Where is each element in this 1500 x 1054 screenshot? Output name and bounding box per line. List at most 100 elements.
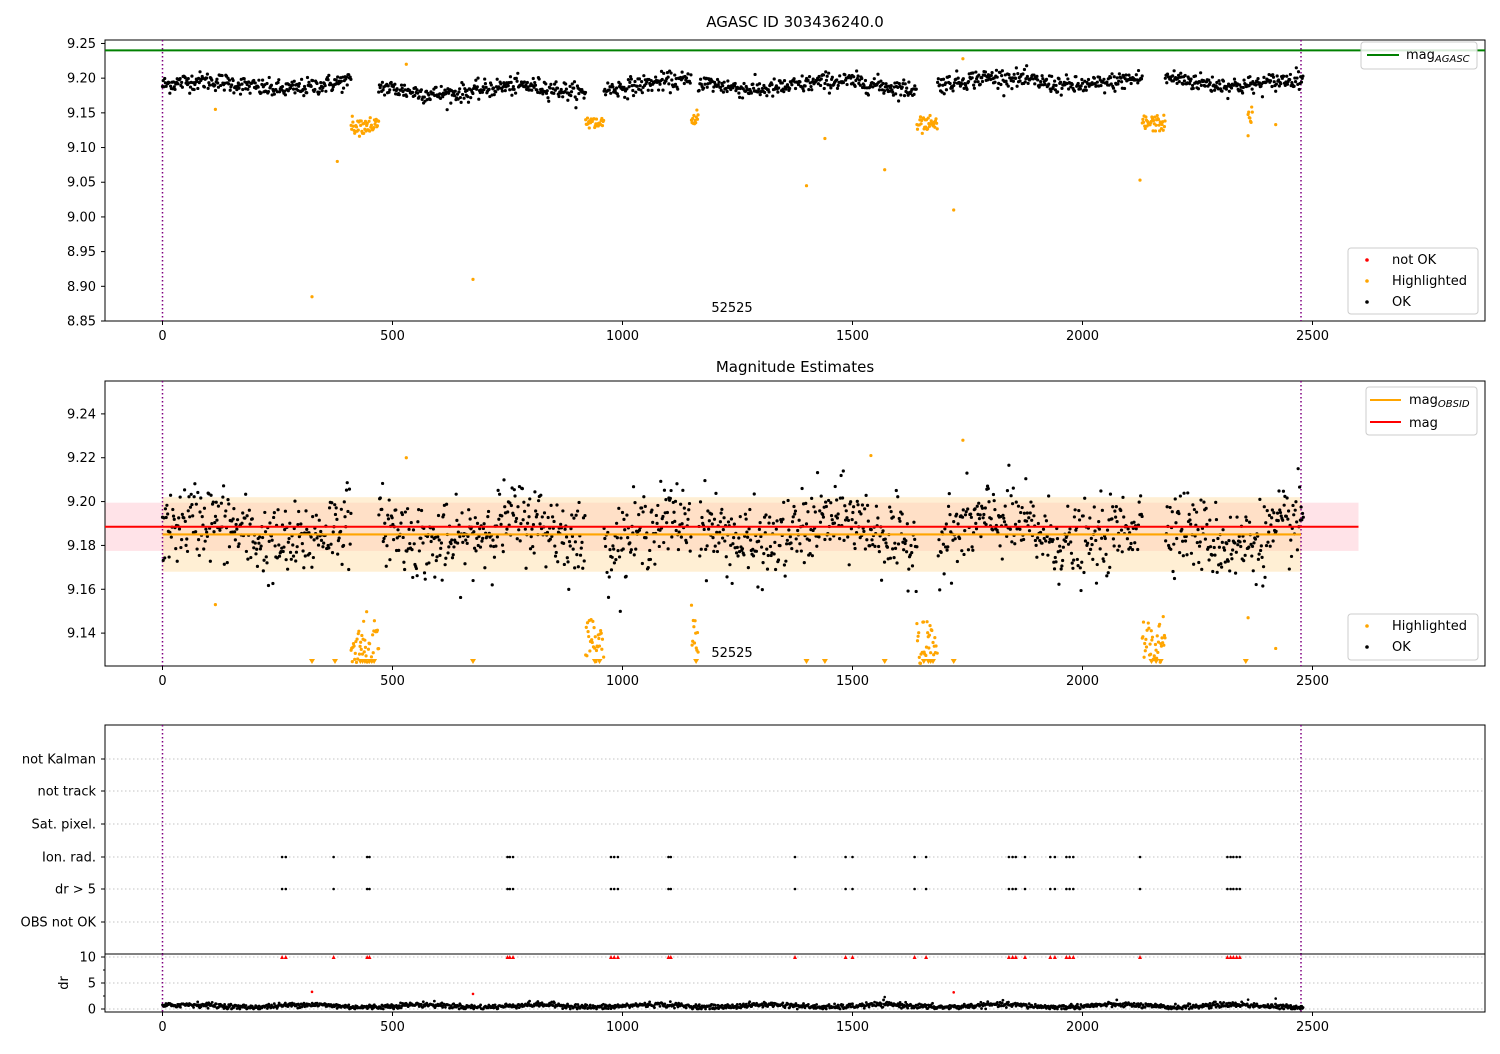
ok-point <box>562 542 565 545</box>
ok-point <box>310 85 313 88</box>
ok-point <box>948 492 951 495</box>
ok-point <box>457 90 460 93</box>
dr-gt-5-flag-point <box>1054 888 1057 891</box>
highlighted-point <box>823 137 826 140</box>
ok-point <box>816 471 819 474</box>
highlighted-point <box>590 638 593 641</box>
ok-point <box>379 84 382 87</box>
ok-point <box>1218 82 1221 85</box>
ok-point <box>720 508 723 511</box>
ok-point <box>822 516 825 519</box>
ion-rad-flag-point <box>1008 856 1011 859</box>
ok-point <box>464 539 467 542</box>
ok-point <box>808 539 811 542</box>
ok-point <box>1036 536 1039 539</box>
ok-point <box>742 553 745 556</box>
ok-point <box>708 519 711 522</box>
ok-point <box>1251 545 1254 548</box>
ok-point <box>438 554 441 557</box>
ok-point <box>909 544 912 547</box>
ok-point <box>577 565 580 568</box>
ok-point <box>1017 505 1020 508</box>
ok-point <box>1041 74 1044 77</box>
highlighted-point <box>922 620 925 623</box>
ok-point <box>619 536 622 539</box>
ok-point <box>410 548 413 551</box>
ok-point <box>835 78 838 81</box>
ok-point <box>958 537 961 540</box>
ok-point <box>1209 81 1212 84</box>
ok-point <box>1223 549 1226 552</box>
ok-point <box>523 510 526 513</box>
ok-point <box>330 501 333 504</box>
ok-point <box>301 542 304 545</box>
ok-point <box>232 79 235 82</box>
ok-point <box>937 77 940 80</box>
ok-point <box>1173 577 1176 580</box>
ok-point <box>945 522 948 525</box>
ok-point <box>298 82 301 85</box>
ok-point <box>1002 517 1005 520</box>
ok-point <box>672 511 675 514</box>
ok-point <box>843 504 846 507</box>
ok-point <box>1014 523 1017 526</box>
ok-point <box>815 545 818 548</box>
ok-point <box>730 517 733 520</box>
ok-point <box>1247 545 1250 548</box>
ok-point <box>388 558 391 561</box>
ok-point <box>633 553 636 556</box>
ok-point <box>258 535 261 538</box>
ok-point <box>546 89 549 92</box>
highlighted-point <box>936 652 939 655</box>
ok-point <box>396 528 399 531</box>
ok-point <box>1114 516 1117 519</box>
ok-point <box>755 550 758 553</box>
ok-point <box>1174 497 1177 500</box>
ok-point <box>224 509 227 512</box>
ok-point <box>720 511 723 514</box>
ok-point <box>462 83 465 86</box>
ok-point <box>1198 545 1201 548</box>
ok-point <box>827 72 830 75</box>
ok-point <box>745 517 748 520</box>
ok-point <box>897 542 900 545</box>
ok-point <box>674 83 677 86</box>
y-tick-label: 9.10 <box>67 141 96 156</box>
ok-point <box>1011 502 1014 505</box>
highlighted-point <box>601 638 604 641</box>
ok-point <box>996 87 999 90</box>
ok-point <box>293 80 296 83</box>
ok-point <box>512 514 515 517</box>
ok-point <box>1027 82 1030 85</box>
highlighted-point <box>931 641 934 644</box>
ok-point <box>820 77 823 80</box>
highlighted-point <box>1154 129 1157 132</box>
ok-point <box>972 84 975 87</box>
ok-point <box>612 548 615 551</box>
ok-point <box>904 539 907 542</box>
ok-point <box>308 552 311 555</box>
ok-point <box>628 85 631 88</box>
ok-point <box>737 91 740 94</box>
ok-point <box>497 489 500 492</box>
ok-point <box>1025 520 1028 523</box>
ok-point <box>449 102 452 105</box>
dr-point <box>1060 1008 1063 1011</box>
ok-point <box>1219 562 1222 565</box>
ok-point <box>676 88 679 91</box>
ok-point <box>197 538 200 541</box>
ok-point <box>666 511 669 514</box>
ok-point <box>679 503 682 506</box>
ok-point <box>882 82 885 85</box>
legend-highlighted-label-2: Highlighted <box>1392 619 1467 634</box>
ok-point <box>653 540 656 543</box>
ok-point <box>557 95 560 98</box>
ok-point <box>912 521 915 524</box>
ok-point <box>554 80 557 83</box>
ok-point <box>1171 510 1174 513</box>
ok-point <box>1260 556 1263 559</box>
highlighted-point <box>376 629 379 632</box>
ok-point <box>261 536 264 539</box>
ok-point <box>331 551 334 554</box>
ok-point <box>203 507 206 510</box>
